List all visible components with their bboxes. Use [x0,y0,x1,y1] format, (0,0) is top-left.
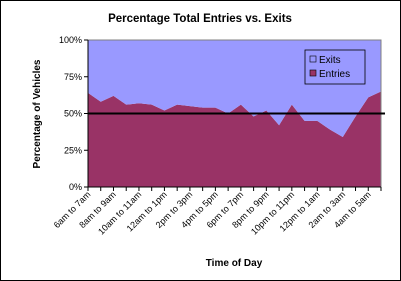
legend-label: Entries [319,69,350,80]
legend-swatch [309,55,317,63]
legend-label: Exits [319,55,341,66]
legend-swatch [309,69,317,77]
x-axis-label: Time of Day [206,258,263,269]
legend-box [304,49,366,85]
chart-title: Percentage Total Entries vs. Exits [108,13,292,25]
y-tick-label: 25% [64,145,82,155]
y-axis-label: Percentage of Vehicles [32,59,43,168]
y-tick-label: 100% [59,35,82,45]
y-tick-label: 0% [69,182,82,192]
area [88,91,381,187]
y-tick-label: 50% [64,109,82,119]
y-tick-label: 75% [64,72,82,82]
